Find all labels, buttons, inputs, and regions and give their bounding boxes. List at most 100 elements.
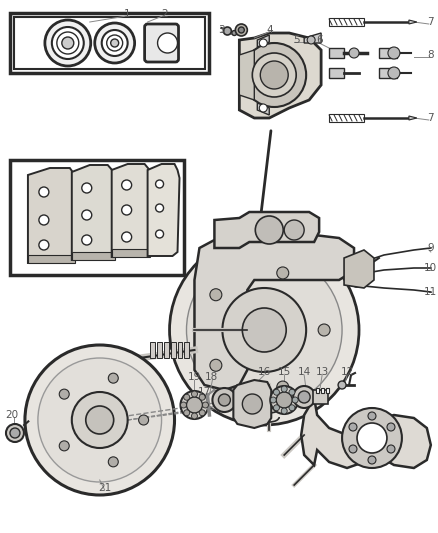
Polygon shape	[257, 35, 268, 47]
Circle shape	[292, 397, 297, 403]
Circle shape	[367, 412, 375, 420]
Circle shape	[169, 235, 358, 425]
Bar	[328, 48, 343, 58]
Circle shape	[387, 47, 399, 59]
Circle shape	[155, 204, 163, 212]
Text: 13: 13	[315, 367, 328, 377]
Circle shape	[39, 215, 49, 225]
Circle shape	[367, 456, 375, 464]
Circle shape	[110, 39, 118, 47]
Circle shape	[223, 27, 231, 35]
Circle shape	[39, 187, 49, 197]
Polygon shape	[239, 50, 254, 100]
Text: 3: 3	[218, 25, 224, 35]
Bar	[10, 13, 209, 73]
Text: 7: 7	[427, 113, 433, 123]
Polygon shape	[177, 342, 182, 358]
Circle shape	[231, 30, 237, 36]
Circle shape	[238, 27, 244, 33]
Circle shape	[276, 267, 288, 279]
Circle shape	[270, 386, 297, 414]
Circle shape	[252, 53, 296, 97]
Polygon shape	[304, 33, 320, 43]
Circle shape	[38, 358, 161, 482]
Circle shape	[242, 43, 305, 107]
Polygon shape	[257, 103, 268, 115]
Circle shape	[348, 423, 356, 431]
Polygon shape	[147, 164, 179, 256]
Text: 14: 14	[297, 367, 310, 377]
Circle shape	[212, 388, 236, 412]
Circle shape	[209, 359, 221, 372]
Bar	[378, 68, 396, 78]
Circle shape	[386, 423, 394, 431]
Polygon shape	[163, 342, 168, 358]
Circle shape	[202, 402, 208, 408]
Circle shape	[183, 394, 189, 400]
Polygon shape	[184, 342, 189, 358]
Circle shape	[81, 235, 92, 245]
Bar	[320, 388, 323, 393]
Text: 2: 2	[161, 9, 167, 19]
Polygon shape	[194, 235, 353, 390]
Circle shape	[276, 381, 288, 393]
Circle shape	[191, 413, 197, 419]
Circle shape	[95, 23, 134, 63]
Text: 17: 17	[198, 387, 211, 397]
Circle shape	[199, 410, 205, 416]
Text: 19: 19	[187, 372, 201, 382]
Circle shape	[222, 288, 305, 372]
Circle shape	[108, 457, 118, 467]
Polygon shape	[300, 398, 430, 468]
Text: 10: 10	[423, 263, 436, 273]
Circle shape	[341, 408, 401, 468]
Circle shape	[85, 406, 113, 434]
Polygon shape	[214, 212, 318, 248]
Circle shape	[57, 32, 78, 54]
Circle shape	[281, 386, 286, 392]
Circle shape	[121, 232, 131, 242]
Circle shape	[293, 386, 314, 408]
Circle shape	[349, 273, 363, 287]
Circle shape	[356, 423, 386, 453]
Text: 20: 20	[5, 410, 18, 420]
Bar	[328, 114, 363, 122]
Circle shape	[52, 27, 84, 59]
Text: 18: 18	[205, 372, 218, 382]
Circle shape	[199, 394, 205, 400]
Circle shape	[283, 220, 304, 240]
Circle shape	[6, 424, 24, 442]
Circle shape	[45, 20, 91, 66]
Circle shape	[59, 389, 69, 399]
Circle shape	[276, 392, 292, 408]
Text: 21: 21	[98, 483, 111, 493]
Text: 16: 16	[257, 367, 270, 377]
Circle shape	[297, 391, 309, 403]
Polygon shape	[343, 250, 373, 288]
Polygon shape	[233, 380, 271, 428]
Circle shape	[191, 391, 197, 397]
Circle shape	[273, 405, 279, 411]
Bar	[328, 68, 343, 78]
Text: 12: 12	[339, 367, 353, 377]
Circle shape	[288, 389, 294, 395]
Bar	[378, 48, 396, 58]
Text: 11: 11	[423, 287, 436, 297]
Circle shape	[242, 394, 261, 414]
Circle shape	[386, 445, 394, 453]
Text: 7: 7	[427, 17, 433, 27]
Circle shape	[259, 39, 267, 47]
Circle shape	[348, 48, 358, 58]
Circle shape	[235, 24, 247, 36]
Circle shape	[186, 397, 202, 413]
Circle shape	[318, 324, 329, 336]
Circle shape	[242, 308, 286, 352]
Polygon shape	[72, 165, 117, 260]
Circle shape	[25, 345, 174, 495]
Circle shape	[157, 33, 177, 53]
Text: 1: 1	[123, 9, 130, 19]
Circle shape	[121, 180, 131, 190]
Circle shape	[337, 381, 345, 389]
Circle shape	[387, 67, 399, 79]
Bar	[14, 17, 205, 69]
